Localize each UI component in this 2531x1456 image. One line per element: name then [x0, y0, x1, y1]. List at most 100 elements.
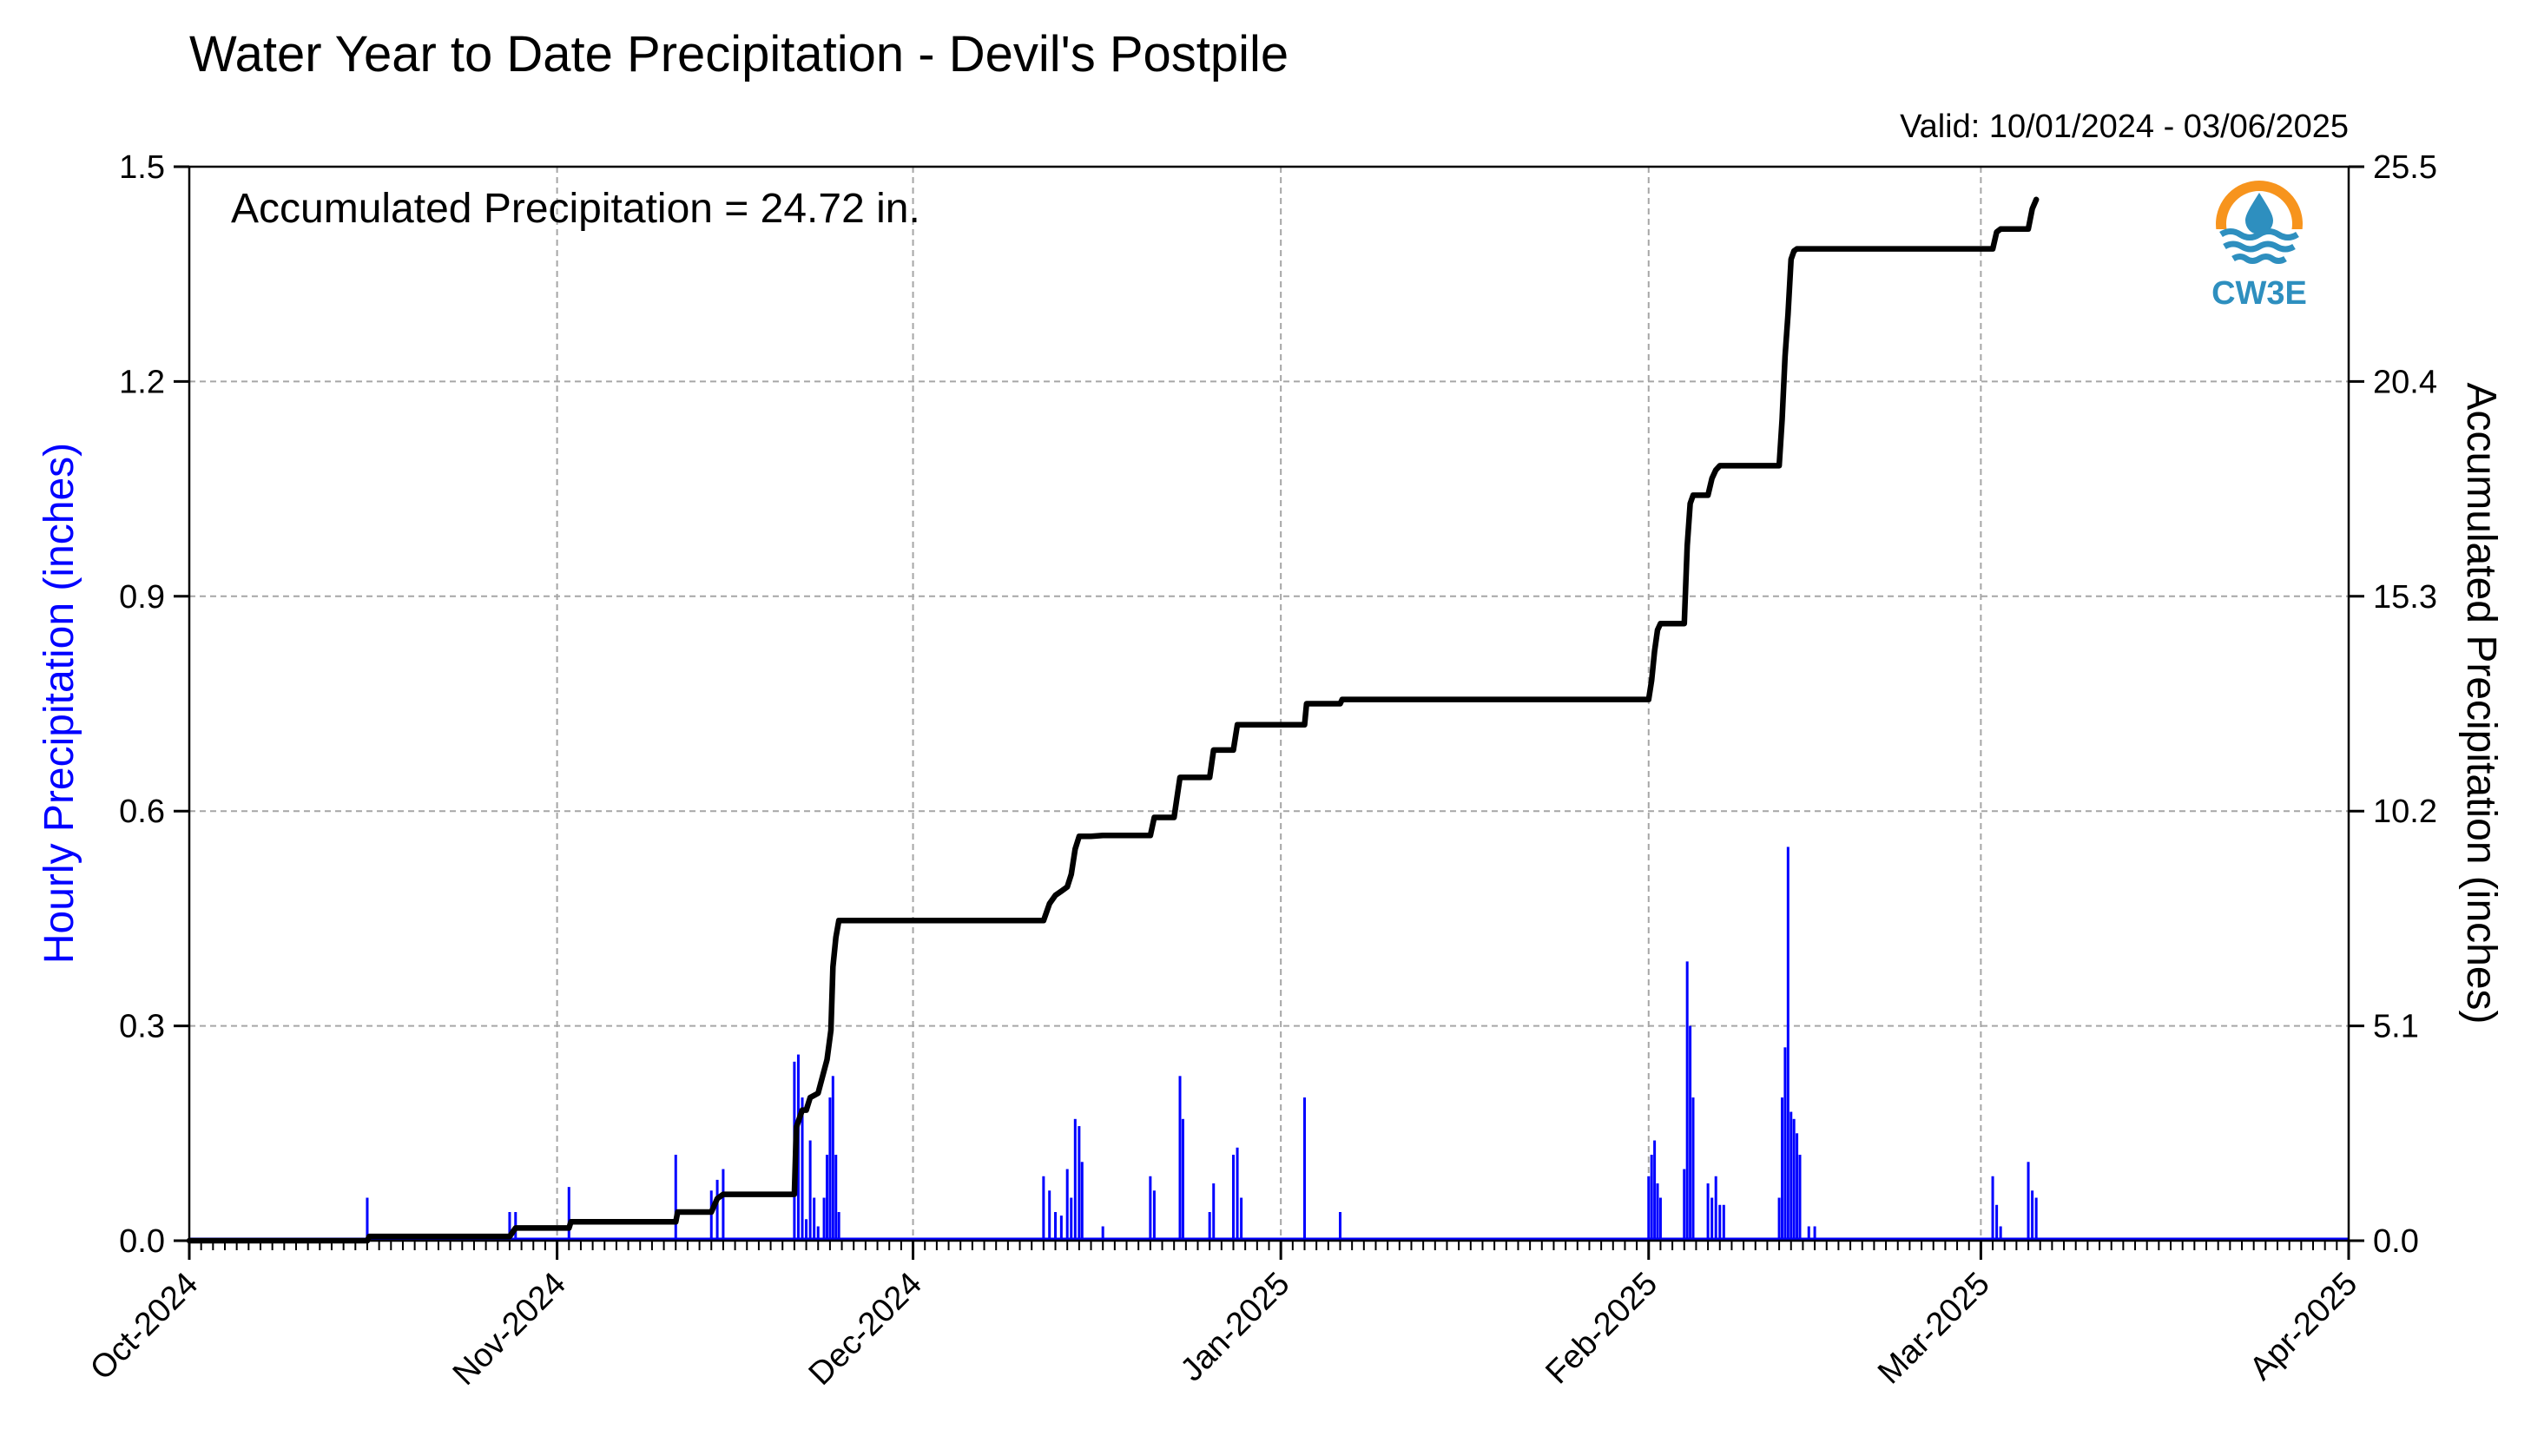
hourly-bar	[1783, 1047, 1787, 1241]
x-tick-label: Oct-2024	[83, 1266, 205, 1387]
logo-wave-3	[2231, 254, 2287, 264]
hourly-bar	[674, 1155, 677, 1241]
y-left-tick-label: 0.0	[119, 1223, 165, 1260]
y-axis-left-label: Hourly Precipitation (inches)	[36, 443, 82, 964]
chart-title: Water Year to Date Precipitation - Devil…	[189, 26, 1289, 82]
hourly-bar	[508, 1212, 511, 1241]
hourly-bar	[1789, 1111, 1793, 1241]
y-left-tick-label: 0.3	[119, 1009, 165, 1045]
hourly-bar	[1792, 1118, 1796, 1241]
hourly-bar	[1149, 1176, 1152, 1241]
hourly-bar	[1070, 1197, 1073, 1241]
hourly-bar	[1798, 1155, 1802, 1241]
hourly-bar	[1152, 1190, 1156, 1241]
y-left-tick-label: 0.6	[119, 794, 165, 830]
hourly-bar	[709, 1190, 713, 1241]
hourly-bar	[805, 1219, 808, 1241]
hourly-bar	[1710, 1197, 1714, 1241]
x-tick-label: Feb-2025	[1539, 1266, 1664, 1392]
y-left-tick-label: 1.2	[119, 364, 165, 400]
hourly-bar	[2034, 1197, 2038, 1241]
y-left-tick-label: 0.9	[119, 579, 165, 616]
hourly-bar	[1054, 1212, 1058, 1241]
logo-wave-2	[2223, 240, 2296, 253]
accumulated-annotation: Accumulated Precipitation = 24.72 in.	[231, 186, 920, 232]
x-tick-label: Dec-2024	[802, 1266, 929, 1393]
hourly-bar	[1212, 1183, 1216, 1241]
hourly-bar	[1059, 1216, 1063, 1241]
hourly-bar	[828, 1097, 832, 1241]
hourly-bar	[1706, 1183, 1710, 1241]
y-right-tick-label: 20.4	[2373, 364, 2437, 400]
y-axis-left: 0.0 0.3 0.6 0.9 1.2 1.5	[119, 149, 189, 1260]
y-axis-right-label: Accumulated Precipitation (inches)	[2458, 382, 2504, 1024]
hourly-bar	[1786, 847, 1789, 1241]
hourly-bar	[831, 1076, 834, 1241]
hourly-bar	[722, 1169, 725, 1241]
y-right-tick-label: 15.3	[2373, 579, 2437, 616]
hourly-bar	[837, 1212, 840, 1241]
hourly-bar	[366, 1197, 369, 1241]
hourly-bar	[1999, 1226, 2002, 1241]
hourly-bar	[1718, 1204, 1722, 1241]
hourly-bar	[1181, 1118, 1184, 1241]
hourly-bar	[1807, 1226, 1810, 1241]
hourly-bar	[1777, 1197, 1781, 1241]
hourly-bar	[1302, 1097, 1306, 1241]
hourly-bar	[1338, 1212, 1341, 1241]
hourly-bar	[1065, 1169, 1069, 1241]
hourly-bar	[1080, 1162, 1084, 1241]
hourly-bar	[1647, 1176, 1651, 1241]
hourly-bar	[715, 1179, 719, 1241]
hourly-precipitation-bars	[189, 847, 2349, 1241]
hourly-bar	[2031, 1190, 2034, 1241]
y-right-tick-label: 25.5	[2373, 149, 2437, 186]
hourly-bar	[1232, 1155, 1236, 1241]
hourly-bar	[1714, 1176, 1717, 1241]
hourly-bar	[1722, 1204, 1725, 1241]
hourly-bar	[813, 1197, 816, 1241]
hourly-bar	[1240, 1197, 1243, 1241]
hourly-bar	[1781, 1097, 1784, 1241]
hourly-bar	[1653, 1140, 1657, 1241]
x-tick-label: Mar-2025	[1871, 1266, 1997, 1392]
hourly-bar	[834, 1155, 838, 1241]
y-right-tick-label: 10.2	[2373, 794, 2437, 830]
x-tick-label: Nov-2024	[446, 1266, 573, 1393]
hourly-bar	[1042, 1176, 1045, 1241]
grid-lines	[189, 167, 2349, 1241]
cw3e-logo: CW3E	[2211, 181, 2308, 312]
y-axis-right: 0.0 5.1 10.2 15.3 20.4 25.5	[2349, 149, 2437, 1260]
hourly-bar	[567, 1187, 570, 1241]
x-axis: Oct-2024 Nov-2024 Dec-2024 Jan-2025 Feb-2025…	[83, 1241, 2364, 1393]
hourly-bar	[1691, 1097, 1695, 1241]
y-left-tick-label: 1.5	[119, 149, 165, 186]
plot-frame	[188, 165, 2350, 1242]
accumulated-precipitation-line	[186, 196, 2040, 1244]
logo-text: CW3E	[2211, 275, 2307, 312]
y-right-tick-label: 0.0	[2373, 1223, 2419, 1260]
valid-date-range: Valid: 10/01/2024 - 03/06/2025	[1900, 109, 2349, 145]
hourly-bar	[1236, 1147, 1239, 1241]
water-drop-icon	[2245, 193, 2273, 234]
hourly-bar	[1796, 1133, 1799, 1241]
y-right-tick-label: 5.1	[2373, 1009, 2419, 1045]
hourly-bar	[1689, 1025, 1692, 1241]
hourly-bar	[1683, 1169, 1686, 1241]
hourly-bar	[1178, 1076, 1182, 1241]
hourly-bar	[816, 1226, 820, 1241]
hourly-bar	[1078, 1126, 1081, 1241]
x-tick-label: Apr-2025	[2243, 1266, 2364, 1387]
hourly-bar	[1208, 1212, 1211, 1241]
hourly-bar	[808, 1140, 812, 1241]
hourly-bar	[2027, 1162, 2030, 1241]
hourly-bar	[1813, 1226, 1816, 1241]
hourly-bar	[1656, 1183, 1659, 1241]
hourly-bar	[1101, 1226, 1104, 1241]
hourly-bar	[1991, 1176, 1994, 1241]
hourly-bar	[1073, 1118, 1077, 1241]
hourly-bar	[1995, 1204, 1999, 1241]
hourly-bar	[822, 1197, 826, 1241]
hourly-bar	[1658, 1197, 1662, 1241]
